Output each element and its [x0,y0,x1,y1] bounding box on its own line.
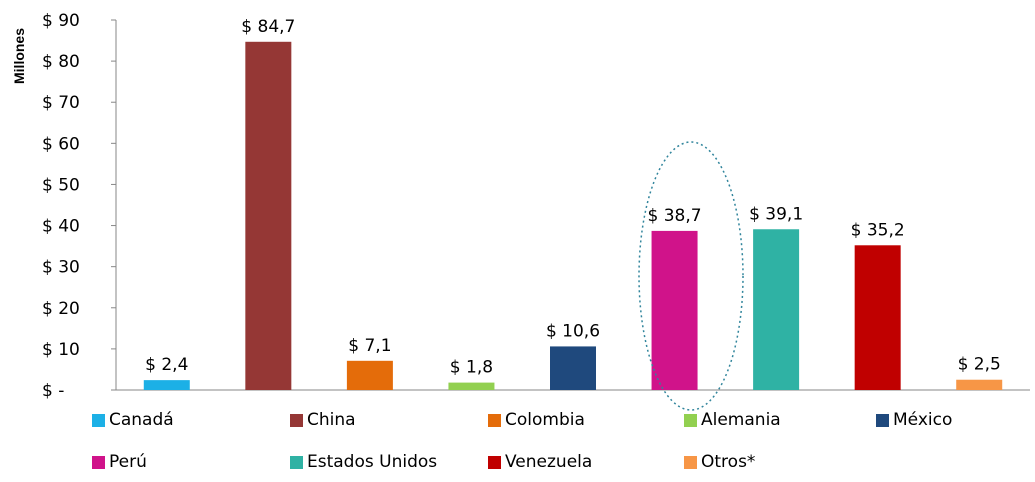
bars [143,41,1003,391]
bar-m-xico [550,346,596,390]
y-tick-label: $ 60 [42,134,80,154]
data-label: $ 10,6 [546,321,600,341]
y-tick-label: $ 70 [42,93,80,113]
bar-canad- [143,380,190,390]
bar-otros- [956,379,1003,390]
data-label: $ 7,1 [348,336,391,356]
bar-venezuela [854,245,901,390]
bar-per- [651,230,698,390]
bar-alemania [448,382,495,390]
y-tick-labels: $ - $ 10 $ 20 $ 30 $ 40 $ 50 $ 60 $ 70 $ 80 $ 90 [42,11,80,401]
data-label: $ 84,7 [241,17,295,37]
y-tick-label: $ 10 [42,340,80,360]
y-tick-label: $ 80 [42,52,80,72]
data-label: $ 38,7 [648,206,702,226]
data-label: $ 2,4 [145,355,188,375]
data-label: $ 1,8 [450,358,493,378]
bar-china [245,41,292,391]
y-axis-label: Millones [11,28,27,84]
data-label: $ 35,2 [851,220,905,240]
y-tick-label: $ 90 [42,11,80,31]
y-tick-label: $ 50 [42,175,80,195]
data-label: $ 39,1 [749,204,803,224]
y-tick-label: $ 20 [42,299,80,319]
highlight-ellipse [638,141,744,411]
bar-estados-unidos [753,229,800,390]
y-tick-label: $ 30 [42,258,80,278]
y-tick-label: $ - [42,381,64,401]
bar-colombia [346,360,393,390]
y-tick-label: $ 40 [42,217,80,237]
data-label: $ 2,5 [958,355,1001,375]
data-labels: $ 2,4 $ 84,7 $ 7,1 $ 1,8 $ 10,6 $ 38,7 $ 39,1 $… [145,17,1001,378]
